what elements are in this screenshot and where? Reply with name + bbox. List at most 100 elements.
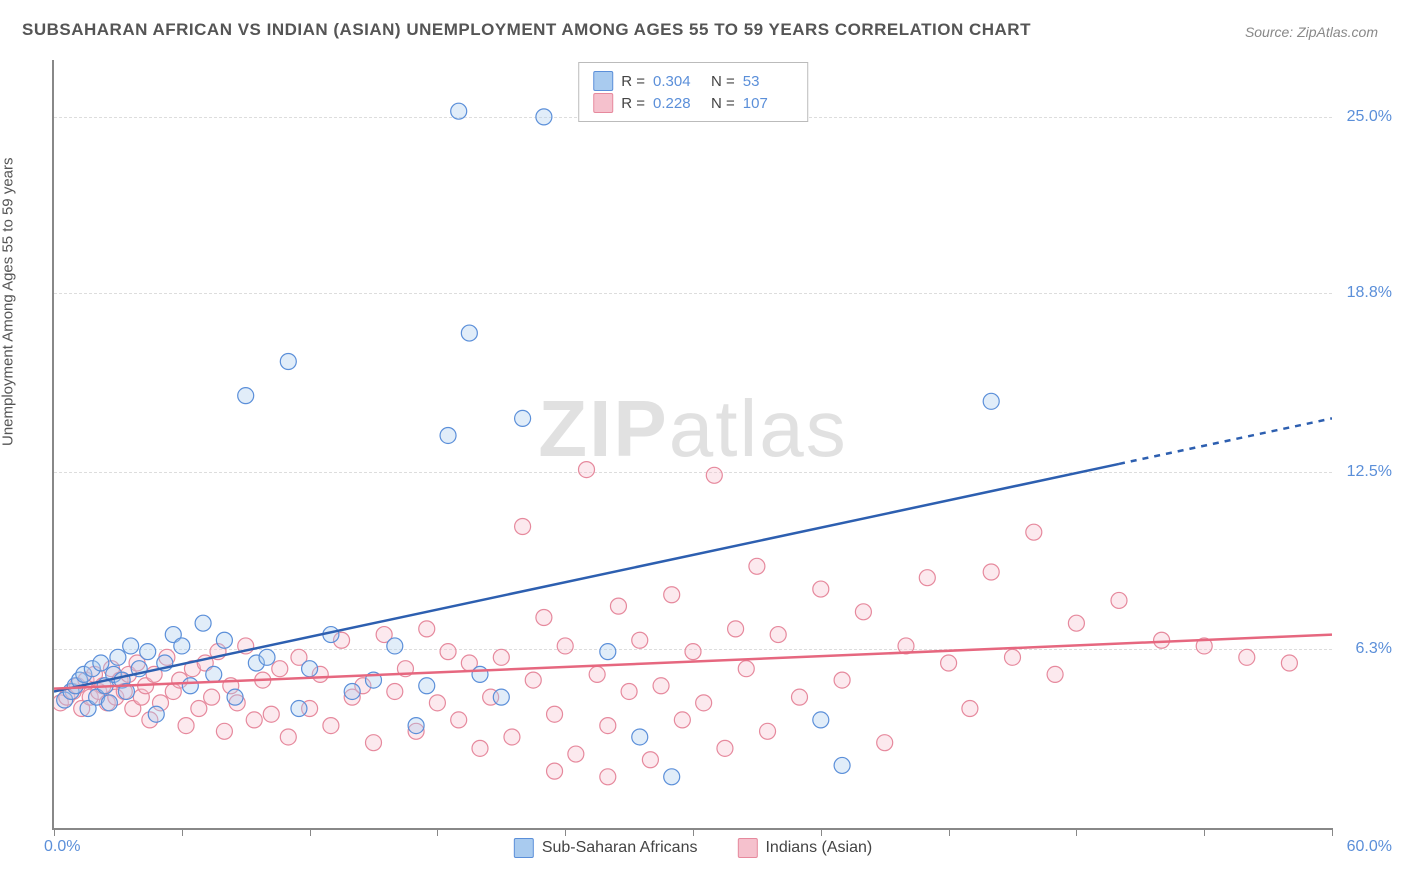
- scatter-point-subsaharan: [206, 666, 222, 682]
- scatter-point-subsaharan: [664, 769, 680, 785]
- regression-line-subsaharan: [54, 464, 1119, 692]
- scatter-point-subsaharan: [195, 615, 211, 631]
- scatter-point-indian: [515, 518, 531, 534]
- scatter-point-subsaharan: [408, 718, 424, 734]
- scatter-point-indian: [770, 627, 786, 643]
- scatter-point-indian: [547, 763, 563, 779]
- x-tick: [1332, 828, 1333, 836]
- scatter-point-indian: [246, 712, 262, 728]
- scatter-point-subsaharan: [110, 649, 126, 665]
- scatter-point-indian: [323, 718, 339, 734]
- scatter-point-indian: [962, 701, 978, 717]
- scatter-point-indian: [696, 695, 712, 711]
- scatter-point-indian: [272, 661, 288, 677]
- source-attribution: Source: ZipAtlas.com: [1245, 24, 1378, 40]
- scatter-point-indian: [717, 740, 733, 756]
- scatter-point-indian: [493, 649, 509, 665]
- legend-item-subsaharan: Sub-Saharan Africans: [514, 838, 698, 858]
- scatter-point-subsaharan: [493, 689, 509, 705]
- scatter-point-subsaharan: [140, 644, 156, 660]
- scatter-point-subsaharan: [216, 632, 232, 648]
- scatter-point-indian: [557, 638, 573, 654]
- n-label: N =: [711, 95, 735, 112]
- scatter-point-indian: [472, 740, 488, 756]
- scatter-point-subsaharan: [93, 655, 109, 671]
- r-value-1: 0.228: [653, 95, 703, 112]
- scatter-point-indian: [579, 462, 595, 478]
- scatter-point-subsaharan: [515, 410, 531, 426]
- legend-row-series-0: R = 0.304 N = 53: [593, 71, 793, 91]
- scatter-point-indian: [547, 706, 563, 722]
- x-axis-origin-label: 0.0%: [44, 838, 80, 856]
- scatter-point-indian: [632, 632, 648, 648]
- scatter-point-subsaharan: [182, 678, 198, 694]
- scatter-point-indian: [204, 689, 220, 705]
- scatter-point-subsaharan: [291, 701, 307, 717]
- legend-swatch-blue: [593, 71, 613, 91]
- r-value-0: 0.304: [653, 73, 703, 90]
- legend-swatch-pink: [593, 93, 613, 113]
- scatter-point-indian: [610, 598, 626, 614]
- scatter-point-subsaharan: [174, 638, 190, 654]
- y-tick-label: 6.3%: [1356, 640, 1392, 658]
- scatter-point-indian: [738, 661, 754, 677]
- scatter-point-indian: [642, 752, 658, 768]
- x-tick: [693, 828, 694, 836]
- x-tick: [182, 828, 183, 836]
- scatter-point-indian: [1154, 632, 1170, 648]
- scatter-point-indian: [706, 467, 722, 483]
- scatter-point-indian: [834, 672, 850, 688]
- scatter-point-indian: [1068, 615, 1084, 631]
- scatter-point-subsaharan: [600, 644, 616, 660]
- scatter-point-subsaharan: [461, 325, 477, 341]
- chart-container: SUBSAHARAN AFRICAN VS INDIAN (ASIAN) UNE…: [0, 0, 1406, 892]
- scatter-point-subsaharan: [834, 757, 850, 773]
- scatter-point-indian: [1026, 524, 1042, 540]
- scatter-point-subsaharan: [387, 638, 403, 654]
- scatter-point-indian: [813, 581, 829, 597]
- legend-row-series-1: R = 0.228 N = 107: [593, 93, 793, 113]
- x-tick: [1076, 828, 1077, 836]
- scatter-point-indian: [387, 683, 403, 699]
- r-label: R =: [621, 73, 645, 90]
- chart-title: SUBSAHARAN AFRICAN VS INDIAN (ASIAN) UNE…: [22, 20, 1031, 40]
- legend-item-indian: Indians (Asian): [737, 838, 872, 858]
- scatter-point-subsaharan: [440, 427, 456, 443]
- scatter-point-indian: [792, 689, 808, 705]
- scatter-point-subsaharan: [302, 661, 318, 677]
- regression-line-dashed-subsaharan: [1119, 418, 1332, 464]
- scatter-point-indian: [728, 621, 744, 637]
- y-tick-label: 12.5%: [1347, 463, 1392, 481]
- scatter-point-subsaharan: [536, 109, 552, 125]
- plot-area: ZIPatlas R = 0.304 N = 53 R = 0.228 N = …: [52, 60, 1332, 830]
- legend-label-1: Indians (Asian): [765, 839, 872, 857]
- legend-label-0: Sub-Saharan Africans: [542, 839, 698, 857]
- scatter-point-indian: [600, 718, 616, 734]
- x-tick: [821, 828, 822, 836]
- scatter-point-indian: [568, 746, 584, 762]
- scatter-point-subsaharan: [983, 393, 999, 409]
- x-tick: [310, 828, 311, 836]
- scatter-point-indian: [419, 621, 435, 637]
- x-tick: [54, 828, 55, 836]
- scatter-point-subsaharan: [238, 388, 254, 404]
- legend-swatch-pink-bottom: [737, 838, 757, 858]
- scatter-point-indian: [1239, 649, 1255, 665]
- scatter-point-subsaharan: [259, 649, 275, 665]
- scatter-point-indian: [504, 729, 520, 745]
- y-axis-label: Unemployment Among Ages 55 to 59 years: [0, 157, 17, 446]
- scatter-point-indian: [525, 672, 541, 688]
- r-label: R =: [621, 95, 645, 112]
- scatter-point-indian: [1047, 666, 1063, 682]
- scatter-point-indian: [621, 683, 637, 699]
- scatter-point-indian: [749, 558, 765, 574]
- scatter-point-indian: [600, 769, 616, 785]
- scatter-point-subsaharan: [123, 638, 139, 654]
- scatter-point-indian: [919, 570, 935, 586]
- scatter-point-subsaharan: [472, 666, 488, 682]
- scatter-point-subsaharan: [227, 689, 243, 705]
- x-tick: [437, 828, 438, 836]
- x-tick: [1204, 828, 1205, 836]
- scatter-point-subsaharan: [813, 712, 829, 728]
- scatter-point-indian: [191, 701, 207, 717]
